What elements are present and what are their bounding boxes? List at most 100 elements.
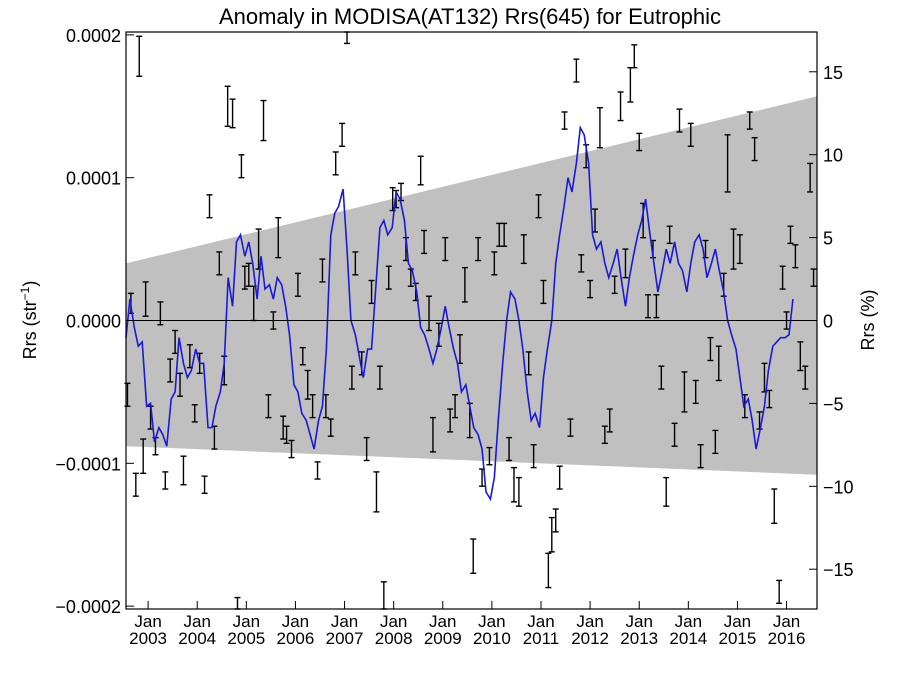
x-tick-label: Jan	[478, 612, 505, 631]
error-bar	[666, 225, 673, 245]
error-bar	[447, 408, 454, 433]
x-tick-year: 2004	[178, 629, 216, 648]
error-bar	[697, 444, 704, 469]
error-bar	[344, 31, 351, 45]
error-bar	[810, 268, 817, 287]
error-bar	[288, 439, 295, 459]
x-tick-label: Jan	[184, 612, 211, 631]
error-bar	[352, 251, 359, 276]
error-bar	[807, 162, 814, 193]
error-bar	[206, 194, 213, 219]
error-bar	[730, 228, 737, 270]
error-bar	[573, 58, 580, 83]
y-axis-label-left: Rrs (str−1)	[18, 281, 40, 360]
x-tick-label: Jan	[773, 612, 800, 631]
x-tick-year: 2005	[227, 629, 265, 648]
error-bar	[556, 465, 563, 490]
error-bar	[606, 408, 613, 433]
error-bar	[771, 488, 778, 525]
error-bar	[567, 418, 574, 437]
y-right-tick-label: −5	[823, 394, 844, 414]
y-axis-label-superscript: −1	[18, 286, 32, 300]
error-bar	[601, 425, 608, 445]
error-bar	[265, 394, 272, 419]
x-tick-label: Jan	[282, 612, 309, 631]
x-tick-label: Jan	[380, 612, 407, 631]
error-bar	[545, 552, 552, 589]
x-tick-year: 2008	[375, 629, 413, 648]
x-tick-label: Jan	[331, 612, 358, 631]
x-tick-year: 2015	[719, 629, 757, 648]
x-tick-year: 2006	[277, 629, 315, 648]
x-axis: Jan2003Jan2004Jan2005Jan2006Jan2007Jan20…	[129, 601, 805, 648]
error-bar	[658, 365, 665, 390]
error-bar	[561, 111, 568, 130]
error-bar	[707, 336, 714, 362]
error-bar	[167, 358, 174, 383]
x-tick-label: Jan	[134, 612, 161, 631]
plot-area	[124, 31, 818, 610]
error-bar	[136, 35, 143, 77]
error-bar	[645, 294, 652, 319]
error-bar	[304, 369, 311, 400]
error-bar	[715, 345, 722, 382]
error-bar	[373, 471, 380, 513]
error-bar	[348, 365, 355, 390]
error-bar	[552, 508, 559, 533]
y-tick-label: −0.0001	[55, 454, 121, 474]
error-bar	[776, 579, 783, 604]
error-bar	[470, 538, 477, 574]
y-axis-right: 15 10 5 0 −5 −10 −15	[809, 63, 854, 580]
error-bar	[132, 472, 139, 497]
x-tick-label: Jan	[576, 612, 603, 631]
chart-title: Anomaly in MODISA(AT132) Rrs(645) for Eu…	[219, 4, 721, 29]
y-right-tick-label: 15	[823, 63, 843, 83]
error-bar	[294, 272, 301, 297]
error-bar	[627, 67, 634, 103]
error-bar	[426, 295, 433, 332]
error-bar	[622, 248, 629, 279]
error-bar	[548, 516, 555, 553]
x-tick-label: Jan	[527, 612, 554, 631]
error-bar	[332, 151, 339, 176]
error-bar	[617, 91, 624, 122]
error-bar	[327, 418, 334, 437]
y-tick-label: −0.0002	[55, 597, 121, 617]
error-bar	[299, 346, 306, 366]
error-bar	[142, 281, 149, 317]
error-bar	[309, 394, 316, 419]
error-bar	[692, 379, 699, 405]
error-bar	[216, 251, 223, 276]
error-bar	[802, 365, 809, 390]
x-tick-label: Jan	[626, 612, 653, 631]
error-bar	[797, 341, 804, 372]
error-bar	[636, 132, 643, 152]
y-right-tick-label: 5	[823, 229, 833, 249]
error-bar	[368, 279, 375, 305]
y-right-tick-label: −15	[823, 560, 854, 580]
error-bar	[442, 236, 449, 262]
error-bar	[530, 444, 537, 469]
x-tick-label: Jan	[675, 612, 702, 631]
error-bar	[611, 275, 618, 295]
error-bar	[766, 389, 773, 409]
error-bar	[234, 596, 241, 610]
error-bar	[596, 106, 603, 149]
error-bar	[275, 216, 282, 259]
x-tick-year: 2011	[523, 629, 560, 648]
y-axis-label-close: )	[20, 281, 40, 287]
error-bar	[525, 351, 532, 376]
y-axis-label-right: Rrs (%)	[858, 290, 878, 351]
error-bar	[229, 98, 236, 129]
error-bar	[461, 266, 468, 303]
error-bar	[241, 265, 248, 290]
error-bar	[380, 581, 387, 610]
error-bar	[501, 222, 508, 247]
error-bar	[191, 404, 198, 423]
y-tick-label: 0.0001	[66, 169, 121, 189]
error-bar	[787, 225, 794, 245]
x-tick-year: 2016	[768, 629, 806, 648]
smoothed-series-line	[125, 125, 794, 502]
y-tick-label: 0.0002	[66, 26, 121, 46]
